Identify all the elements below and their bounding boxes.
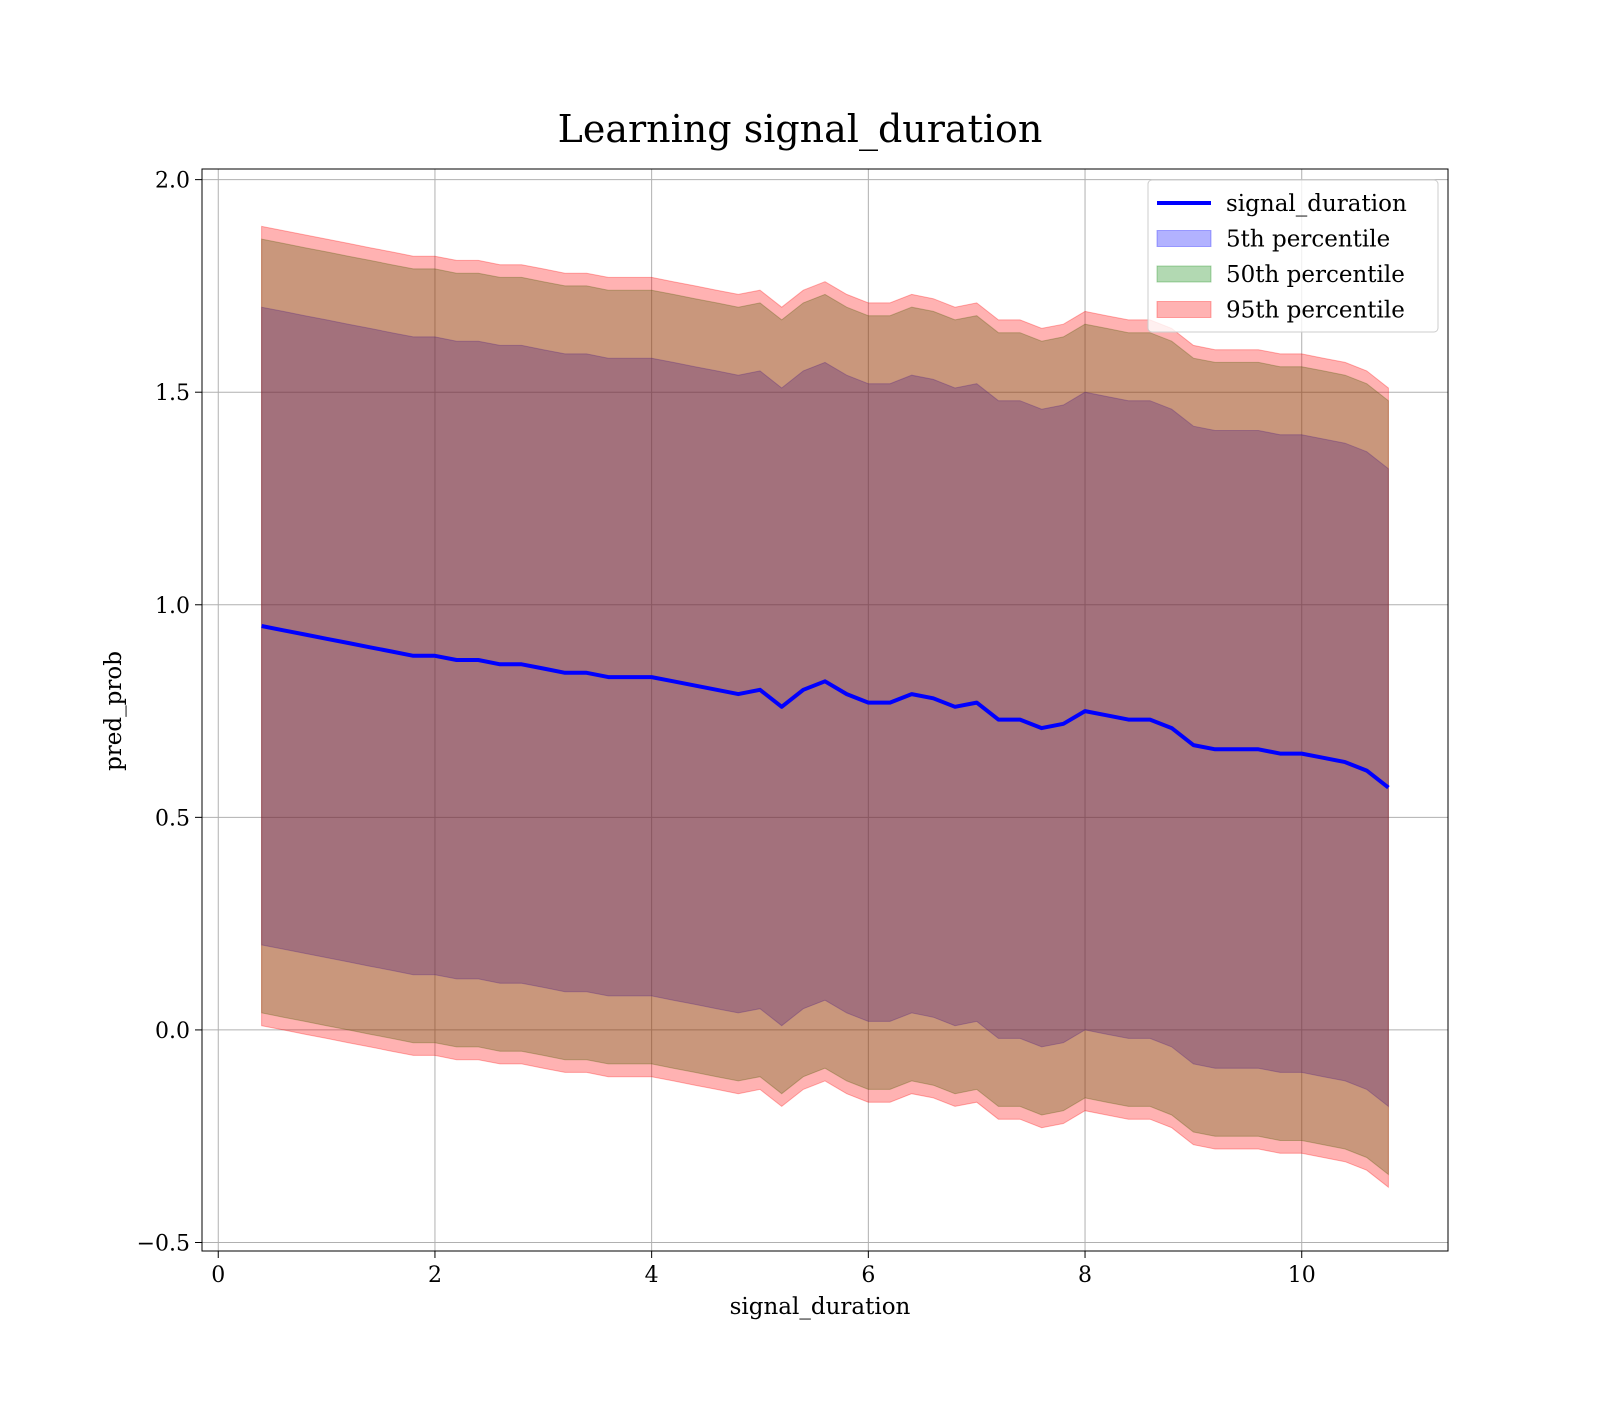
plot-area: 0 2 4 6 8 10 −0.5 0.0 0.5 1.0 1.5 2.0 signal_duratio… xyxy=(137,168,1449,1288)
legend-label-50th-percentile: 50th percentile xyxy=(1226,262,1405,288)
legend-label-95th-percentile: 95th percentile xyxy=(1226,298,1405,324)
legend-label-5th-percentile: 5th percentile xyxy=(1226,227,1390,253)
y-tick-label-5: 2.0 xyxy=(155,169,190,194)
legend-box xyxy=(1147,179,1439,333)
y-tick-label-0: −0.5 xyxy=(137,1231,190,1256)
legend-swatch-50th-percentile xyxy=(1156,265,1212,283)
y-tick-label-4: 1.5 xyxy=(155,381,190,406)
band-5th-percentile xyxy=(261,306,1389,1108)
x-tick-label-0: 0 xyxy=(211,1263,225,1288)
chart-title: Learning signal_duration xyxy=(558,107,1043,152)
x-tick-label-4: 8 xyxy=(1078,1263,1092,1288)
band-95th-percentile xyxy=(261,225,1389,1189)
legend-swatch-5th-percentile xyxy=(1156,230,1212,247)
axes-frame xyxy=(201,168,1449,1252)
x-tick-label-5: 10 xyxy=(1288,1263,1316,1288)
y-axis-label: pred_prob xyxy=(101,651,127,771)
legend-label-signal-duration: signal_duration xyxy=(1226,191,1407,217)
y-tick-label-1: 0.0 xyxy=(155,1019,190,1044)
series-line-signal-duration xyxy=(261,624,1390,790)
legend-swatch-95th-percentile xyxy=(1156,301,1212,318)
x-tick-label-2: 4 xyxy=(645,1263,659,1288)
y-tick-label-2: 0.5 xyxy=(155,806,190,831)
x-tick-label-3: 6 xyxy=(861,1263,875,1288)
y-tick-label-3: 1.0 xyxy=(155,594,190,619)
x-tick-label-1: 2 xyxy=(428,1263,442,1288)
band-50th-percentile xyxy=(261,238,1389,1176)
x-axis-label: signal_duration xyxy=(730,1294,911,1320)
